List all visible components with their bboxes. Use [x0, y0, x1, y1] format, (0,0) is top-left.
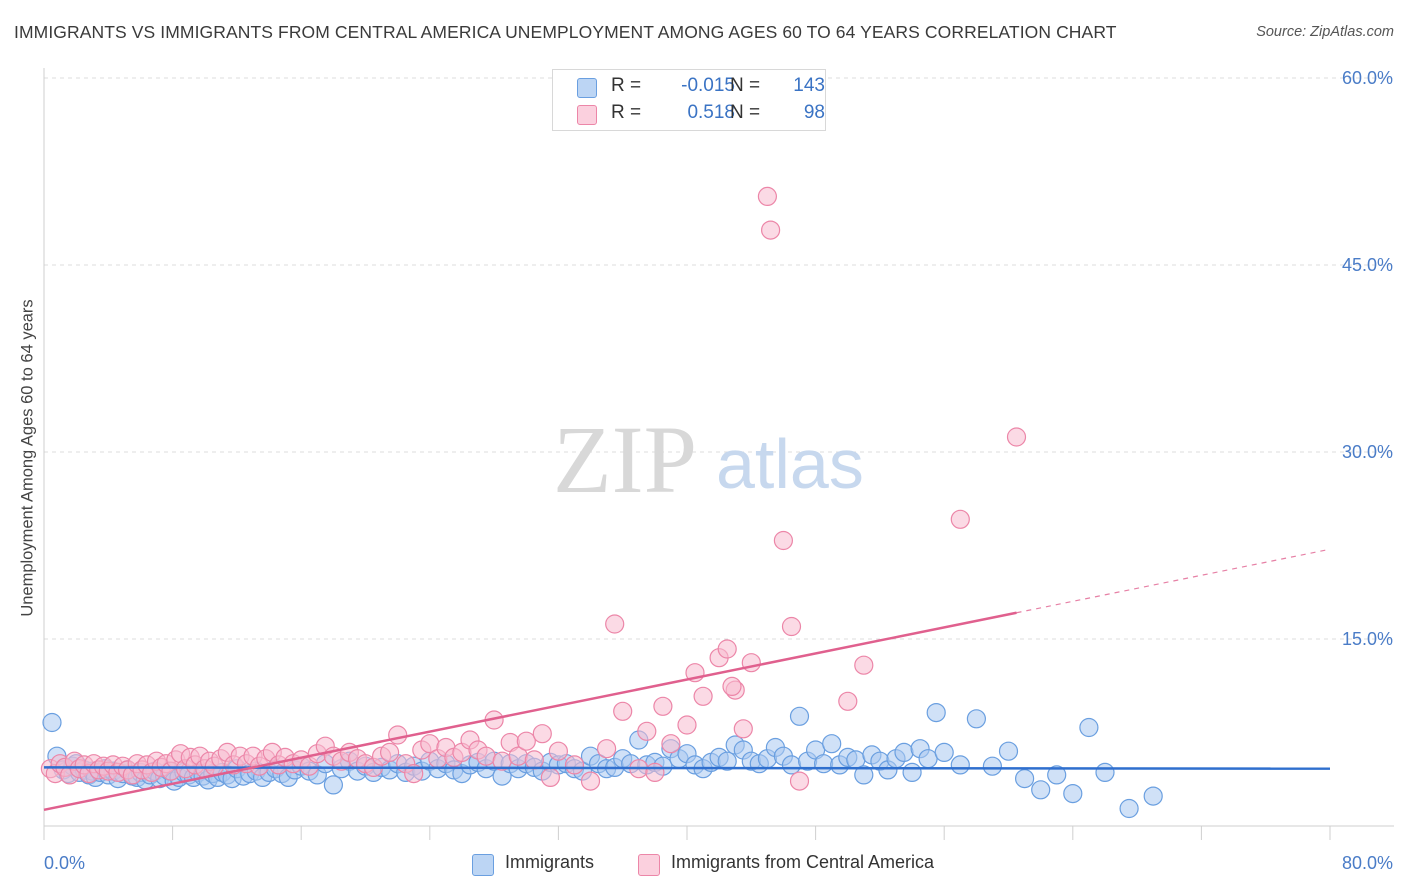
- y-tick-label: 45.0%: [1342, 255, 1393, 275]
- point-central-america: [605, 614, 625, 634]
- point-immigrants: [1143, 786, 1163, 806]
- tick-labels: 15.0% 30.0% 45.0% 60.0% 0.0% 80.0%: [44, 68, 1393, 873]
- point-central-america: [645, 762, 665, 783]
- point-central-america: [757, 186, 778, 206]
- legend-label: Immigrants: [505, 852, 595, 872]
- point-central-america: [838, 691, 858, 711]
- point-central-america: [532, 724, 552, 744]
- legend-swatch-blue: [577, 78, 597, 98]
- point-central-america: [580, 771, 601, 791]
- point-immigrants: [854, 765, 874, 785]
- point-immigrants: [926, 702, 946, 723]
- point-immigrants: [813, 754, 834, 774]
- gridlines: [44, 77, 1394, 640]
- point-immigrants: [1063, 783, 1083, 804]
- point-central-america: [717, 639, 737, 659]
- point-immigrants: [934, 742, 954, 763]
- x-tick-label: 80.0%: [1342, 853, 1393, 873]
- chart-title: IMMIGRANTS VS IMMIGRANTS FROM CENTRAL AM…: [14, 22, 1117, 42]
- axes: [43, 68, 1394, 840]
- point-immigrants: [1047, 765, 1067, 785]
- point-immigrants: [918, 749, 938, 769]
- point-central-america: [388, 725, 408, 745]
- point-immigrants: [323, 775, 343, 795]
- point-central-america: [950, 509, 970, 529]
- point-central-america: [677, 715, 697, 735]
- point-central-america: [540, 767, 561, 788]
- legend-label: Immigrants from Central America: [671, 852, 935, 872]
- point-immigrants: [717, 751, 737, 771]
- legend-swatch-pink: [577, 105, 597, 125]
- point-immigrants: [781, 755, 802, 775]
- point-central-america: [596, 739, 617, 759]
- point-central-america: [548, 741, 569, 761]
- point-central-america: [516, 731, 536, 751]
- point-immigrants: [42, 712, 62, 733]
- trend-line-extension: [1016, 548, 1331, 614]
- x-tick-label: 0.0%: [44, 853, 85, 873]
- point-immigrants: [902, 762, 922, 783]
- point-immigrants: [1014, 768, 1035, 789]
- point-immigrants: [1095, 762, 1115, 783]
- point-central-america: [773, 530, 794, 551]
- point-central-america: [524, 750, 544, 770]
- correlation-legend: R = -0.015 N = 143 R = 0.518 N = 98: [552, 69, 826, 131]
- point-central-america: [613, 701, 633, 721]
- point-central-america: [653, 696, 673, 716]
- point-central-america: [760, 220, 781, 240]
- point-immigrants: [998, 741, 1019, 761]
- point-central-america: [789, 771, 810, 791]
- point-central-america: [693, 686, 713, 706]
- legend-r-value: 0.518: [687, 102, 735, 123]
- point-central-america: [637, 721, 657, 741]
- point-central-america: [1006, 427, 1027, 447]
- point-central-america: [404, 763, 424, 784]
- source-label: Source: ZipAtlas.com: [1256, 24, 1394, 40]
- legend-r-value: -0.015: [681, 75, 735, 96]
- watermark-zip: ZIP: [553, 406, 697, 513]
- legend-n-value: 98: [803, 102, 825, 123]
- legend-r-label: R =: [611, 102, 642, 123]
- trend-line-central-america: [43, 611, 1017, 812]
- legend-n-value: 143: [793, 75, 825, 96]
- legend-swatch-blue: [472, 854, 494, 876]
- legend-n-label: N =: [730, 102, 761, 123]
- watermark-atlas: atlas: [716, 425, 864, 503]
- point-immigrants: [966, 709, 987, 729]
- y-tick-label: 15.0%: [1342, 629, 1393, 649]
- point-immigrants: [822, 734, 842, 754]
- point-central-america: [476, 746, 496, 766]
- point-immigrants: [894, 742, 914, 763]
- point-central-america: [722, 676, 742, 697]
- legend-r-label: R =: [611, 75, 642, 96]
- point-central-america: [733, 719, 753, 739]
- point-central-america: [564, 755, 585, 775]
- point-central-america: [380, 742, 400, 763]
- legend-swatch-pink: [638, 854, 660, 876]
- point-immigrants: [1031, 780, 1051, 800]
- point-central-america: [854, 655, 874, 675]
- point-central-america: [781, 616, 802, 637]
- point-immigrants: [1119, 798, 1139, 819]
- legend-n-label: N =: [730, 75, 761, 96]
- y-tick-label: 30.0%: [1342, 442, 1393, 462]
- point-immigrants: [950, 755, 970, 775]
- point-central-america: [661, 734, 681, 754]
- trend-line-immigrants: [43, 766, 1331, 770]
- trend-lines: [43, 548, 1331, 812]
- point-immigrants: [1079, 717, 1099, 738]
- y-tick-label: 60.0%: [1342, 68, 1393, 88]
- point-immigrants: [982, 756, 1003, 776]
- point-immigrants: [789, 706, 810, 726]
